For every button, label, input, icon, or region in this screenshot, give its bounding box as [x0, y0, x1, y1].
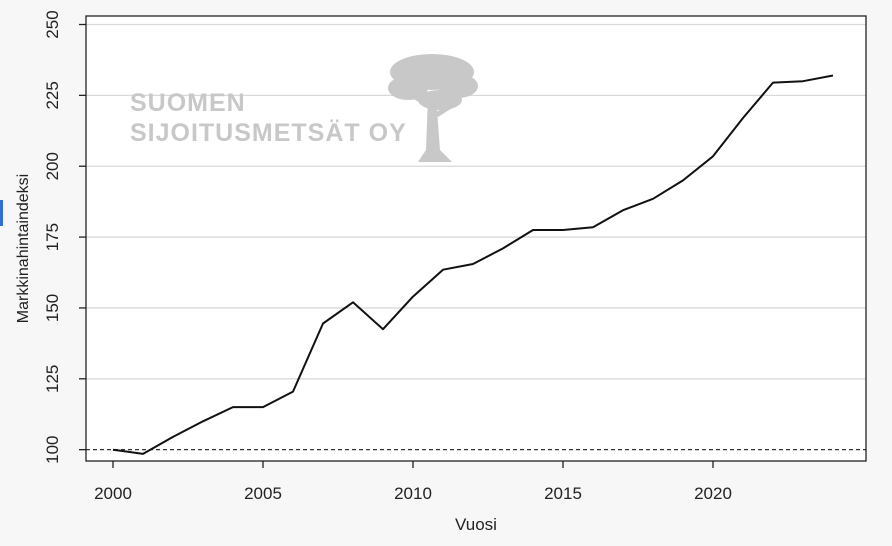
y-axis-label: Markkinahintaindeksi [15, 174, 32, 323]
watermark-logo: SUOMEN SIJOITUSMETSÄT OY [130, 54, 478, 162]
watermark-line-2: SIJOITUSMETSÄT OY [130, 119, 407, 147]
gridlines [86, 23, 866, 380]
x-tick-label: 2015 [544, 484, 582, 503]
y-tick-label: 200 [43, 152, 62, 180]
x-tick-label: 2010 [394, 484, 432, 503]
series-line [112, 74, 834, 455]
tree-icon [388, 54, 478, 162]
plot-frame [85, 15, 867, 462]
y-tick-label: 175 [43, 223, 62, 251]
x-tick-label: 2020 [694, 484, 732, 503]
y-tick-label: 125 [43, 365, 62, 393]
x-tick-label: 2000 [94, 484, 132, 503]
y-axis: 100 125 150 175 200 225 250 [43, 10, 86, 464]
y-tick-label: 100 [43, 435, 62, 463]
edge-marker [0, 200, 3, 226]
x-axis: 2000 2005 2010 2015 2020 [94, 461, 732, 503]
y-tick-label: 150 [43, 294, 62, 322]
y-tick-label: 225 [43, 81, 62, 109]
x-axis-label: Vuosi [455, 515, 497, 534]
watermark-line-1: SUOMEN [130, 89, 246, 117]
y-tick-label: 250 [43, 10, 62, 38]
x-tick-label: 2005 [244, 484, 282, 503]
